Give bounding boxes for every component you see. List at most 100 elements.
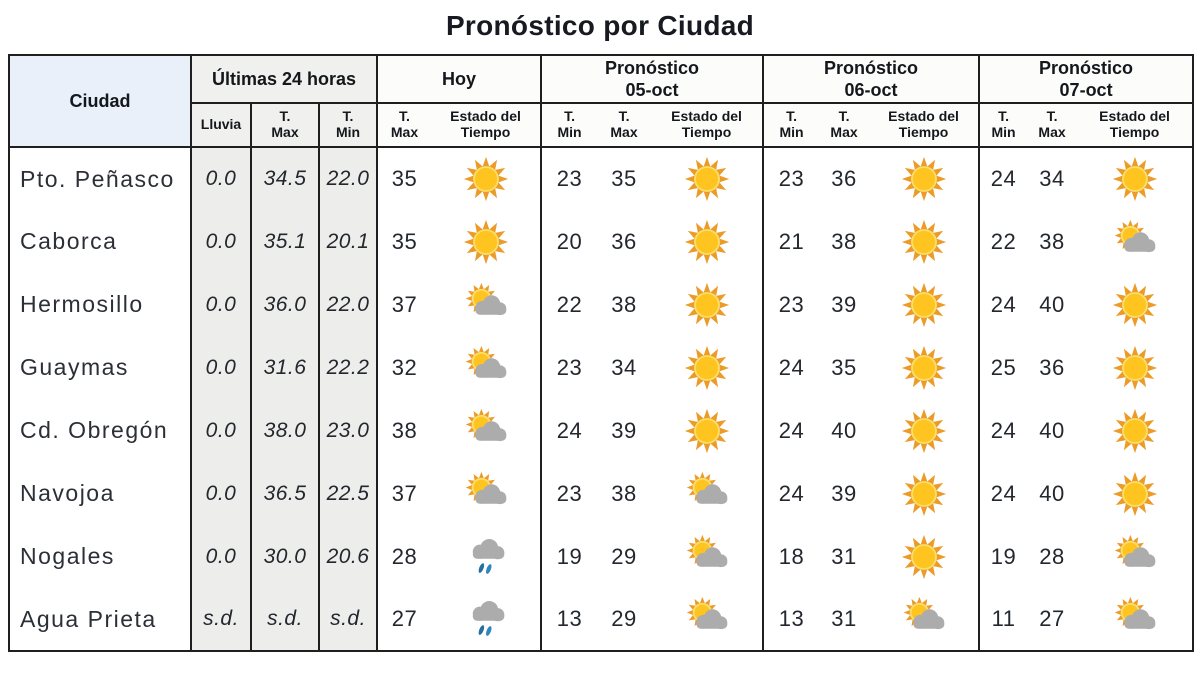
- f05-tmax-value: 38: [611, 480, 637, 506]
- last24-tmin-value: 22.0: [318, 147, 377, 210]
- weather-icon: [900, 155, 948, 203]
- f06-tmax-value: 35: [831, 354, 857, 380]
- weather-icon: [462, 281, 510, 329]
- f06-estado-cell: [869, 210, 979, 273]
- header-f06-tmax: T. Max: [819, 103, 870, 148]
- f05-tmax-value: 36: [611, 228, 637, 254]
- hoy-estado-cell: [431, 147, 541, 210]
- city-name: Hermosillo: [20, 291, 144, 317]
- header-f06-estado: Estado del Tiempo: [869, 103, 980, 148]
- lluvia-value: 0.0: [190, 399, 251, 462]
- city-row: Pto. Peñasco 0.0 34.5 22.0 35 23 35 23 3…: [9, 147, 1193, 210]
- weather-icon: [1111, 533, 1159, 581]
- f05-tmax-value: 29: [611, 543, 637, 569]
- header-ultimas-24-horas: Últimas 24 horas: [190, 55, 377, 104]
- city-name: Guaymas: [20, 354, 129, 380]
- lluvia-value: 0.0: [190, 336, 251, 399]
- f05-tmin-value: 23: [540, 147, 598, 210]
- f06-estado-cell: [869, 147, 979, 210]
- f07-estado-cell: [1077, 273, 1193, 336]
- hoy-tmax-value: 38: [376, 399, 431, 462]
- weather-icon: [683, 218, 731, 266]
- hoy-tmax-value: 32: [376, 336, 431, 399]
- f06-tmin-value: 24: [762, 336, 820, 399]
- f06-estado-cell: [869, 462, 979, 525]
- hoy-estado-cell: [431, 462, 541, 525]
- header-hoy: Hoy: [375, 55, 542, 104]
- weather-icon: [1111, 218, 1159, 266]
- last24-tmin-value: 22.5: [318, 462, 377, 525]
- f05-tmin-value: 22: [540, 273, 598, 336]
- f05-tmax-value: 39: [611, 417, 637, 443]
- f07-tmax-value: 38: [1039, 228, 1065, 254]
- city-row: Cd. Obregón 0.0 38.0 23.0 38 24 39 24 40…: [9, 399, 1193, 462]
- city-name: Agua Prieta: [20, 605, 157, 632]
- f05-estado-cell: [651, 525, 763, 588]
- last24-tmin-value: 20.6: [318, 525, 377, 588]
- f06-tmin-value: 24: [762, 462, 820, 525]
- f06-tmin-value: 18: [762, 525, 820, 588]
- f07-tmin-value: 25: [978, 336, 1028, 399]
- city-name: Nogales: [20, 543, 115, 569]
- weather-icon: [683, 470, 731, 518]
- header-pronostico-07-oct: Pronóstico 07-oct: [978, 55, 1194, 104]
- weather-icon: [900, 533, 948, 581]
- header-pronostico-05-oct: Pronóstico 05-oct: [540, 55, 764, 104]
- f07-tmax-value: 27: [1039, 606, 1065, 631]
- last24-tmax-value: 35.1: [250, 210, 319, 273]
- city-row: Navojoa 0.0 36.5 22.5 37 23 38 24 39 24 …: [9, 462, 1193, 525]
- f07-estado-cell: [1077, 462, 1193, 525]
- table-header: Ciudad Últimas 24 horas Hoy Pronóstico 0…: [9, 55, 1194, 148]
- f05-tmin-value: 13: [540, 588, 598, 651]
- f05-tmin-value: 19: [540, 525, 598, 588]
- f06-estado-cell: [869, 273, 979, 336]
- f06-tmax-value: 31: [831, 606, 857, 631]
- last24-tmin-value: 22.0: [318, 273, 377, 336]
- last24-tmax-value: 38.0: [250, 399, 319, 462]
- hoy-tmax-value: 35: [376, 210, 431, 273]
- f05-tmin-value: 24: [540, 399, 598, 462]
- f07-tmax-value: 40: [1039, 480, 1065, 506]
- weather-icon: [900, 344, 948, 392]
- lluvia-value: 0.0: [190, 210, 251, 273]
- weather-icon: [462, 155, 510, 203]
- last24-tmax-value: 30.0: [250, 525, 319, 588]
- weather-icon: [900, 407, 948, 455]
- city-name: Pto. Peñasco: [20, 165, 175, 192]
- weather-icon: [1111, 344, 1159, 392]
- f06-tmax-value: 39: [831, 291, 857, 317]
- weather-icon: [683, 595, 731, 643]
- weather-icon: [1111, 595, 1159, 643]
- f07-estado-cell: [1077, 588, 1193, 651]
- header-hoy-tmax: T. Max: [376, 103, 431, 148]
- header-lluvia: Lluvia: [190, 103, 251, 148]
- hoy-estado-cell: [431, 399, 541, 462]
- f05-estado-cell: [651, 210, 763, 273]
- f05-tmin-value: 23: [540, 462, 598, 525]
- hoy-tmax-value: 37: [376, 273, 431, 336]
- header-f07-tmin: T. Min: [978, 103, 1028, 148]
- f06-tmin-value: 24: [762, 399, 820, 462]
- f07-tmin-value: 11: [978, 588, 1028, 651]
- city-name: Cd. Obregón: [20, 417, 169, 443]
- f07-tmax-value: 40: [1039, 417, 1065, 443]
- header-pronostico-06-oct: Pronóstico 06-oct: [762, 55, 980, 104]
- f06-tmin-value: 23: [762, 273, 820, 336]
- f05-estado-cell: [651, 273, 763, 336]
- f06-tmax-value: 31: [831, 543, 857, 569]
- hoy-estado-cell: [431, 273, 541, 336]
- hoy-estado-cell: [431, 525, 541, 588]
- weather-icon: [683, 281, 731, 329]
- lluvia-value: 0.0: [190, 525, 251, 588]
- city-row: Hermosillo 0.0 36.0 22.0 37 22 38 23 39 …: [9, 273, 1193, 336]
- f06-estado-cell: [869, 588, 979, 651]
- f07-tmin-value: 24: [978, 147, 1028, 210]
- f07-estado-cell: [1077, 147, 1193, 210]
- forecast-table: Ciudad Últimas 24 horas Hoy Pronóstico 0…: [8, 54, 1195, 652]
- header-last24-tmax: T. Max: [250, 103, 319, 148]
- weather-icon: [1111, 470, 1159, 518]
- weather-icon: [683, 344, 731, 392]
- f05-estado-cell: [651, 462, 763, 525]
- header-hoy-estado: Estado del Tiempo: [431, 103, 542, 148]
- weather-icon: [683, 407, 731, 455]
